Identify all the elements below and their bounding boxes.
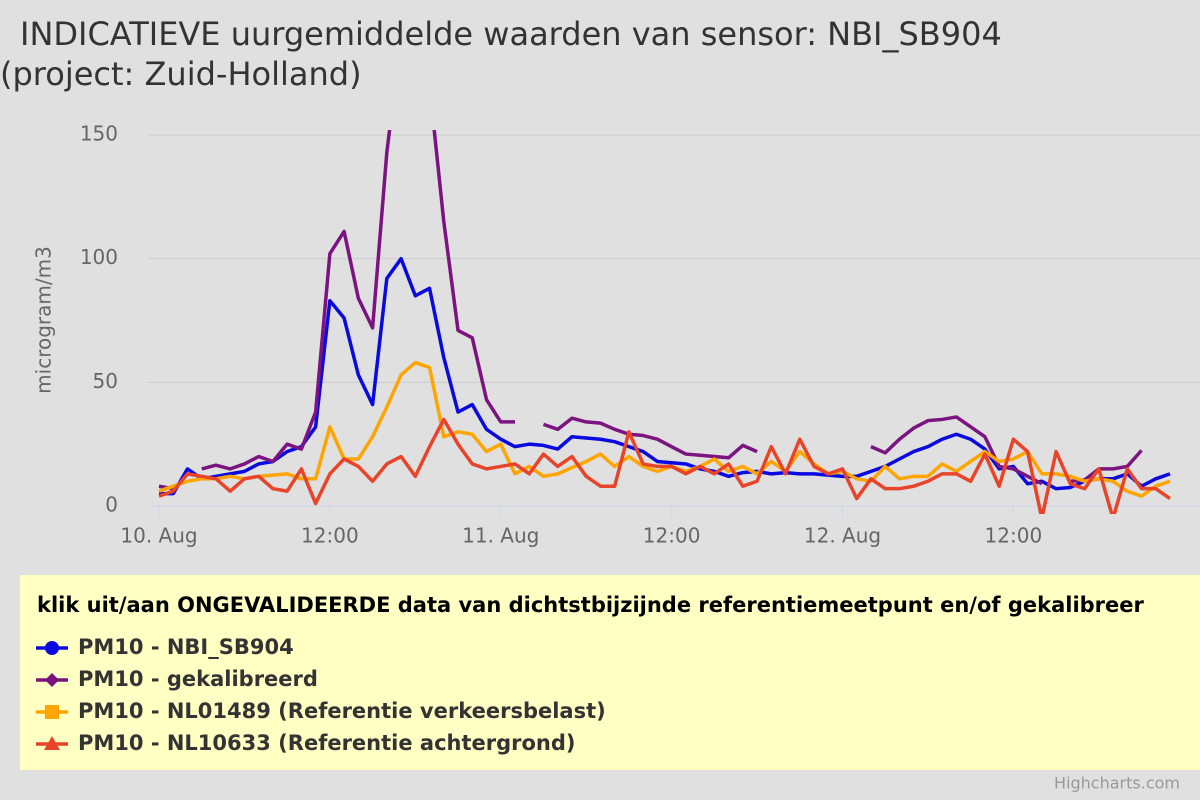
legend-symbol [45, 673, 59, 687]
series-line [158, 417, 1171, 514]
plot-area [158, 130, 1171, 514]
y-tick-label: 150 [80, 122, 118, 146]
y-tick-label: 50 [93, 369, 118, 393]
legend-label[interactable]: PM10 - NL10633 (Referentie achtergrond) [78, 731, 576, 755]
x-tick-label: 12:00 [985, 524, 1043, 548]
legend-box [20, 575, 1200, 770]
x-tick-label: 12. Aug [804, 524, 881, 548]
chart-subtitle: (project: Zuid-Holland) [0, 55, 362, 93]
legend-symbol [45, 641, 59, 655]
chart-title: INDICATIEVE uurgemiddelde waarden van se… [20, 15, 1002, 53]
series-line [158, 360, 1171, 498]
legend-label[interactable]: PM10 - NL01489 (Referentie verkeersbelas… [78, 699, 606, 723]
x-tick-label: 12:00 [301, 524, 359, 548]
series-line [159, 256, 1171, 496]
legend-label[interactable]: PM10 - NBI_SB904 [78, 635, 294, 659]
legend-symbol [45, 705, 59, 719]
y-tick-label: 0 [105, 493, 118, 517]
y-tick-label: 100 [80, 245, 118, 269]
legend-title: klik uit/aan ONGEVALIDEERDE data van dic… [37, 593, 1145, 617]
x-tick-label: 11. Aug [462, 524, 539, 548]
credit[interactable]: Highcharts.com [1054, 774, 1180, 793]
x-tick-label: 10. Aug [120, 524, 197, 548]
x-tick-label: 12:00 [643, 524, 701, 548]
legend-symbol [44, 736, 60, 750]
legend-label[interactable]: PM10 - gekalibreerd [78, 667, 318, 691]
y-axis-title: microgram/m3 [32, 246, 56, 394]
